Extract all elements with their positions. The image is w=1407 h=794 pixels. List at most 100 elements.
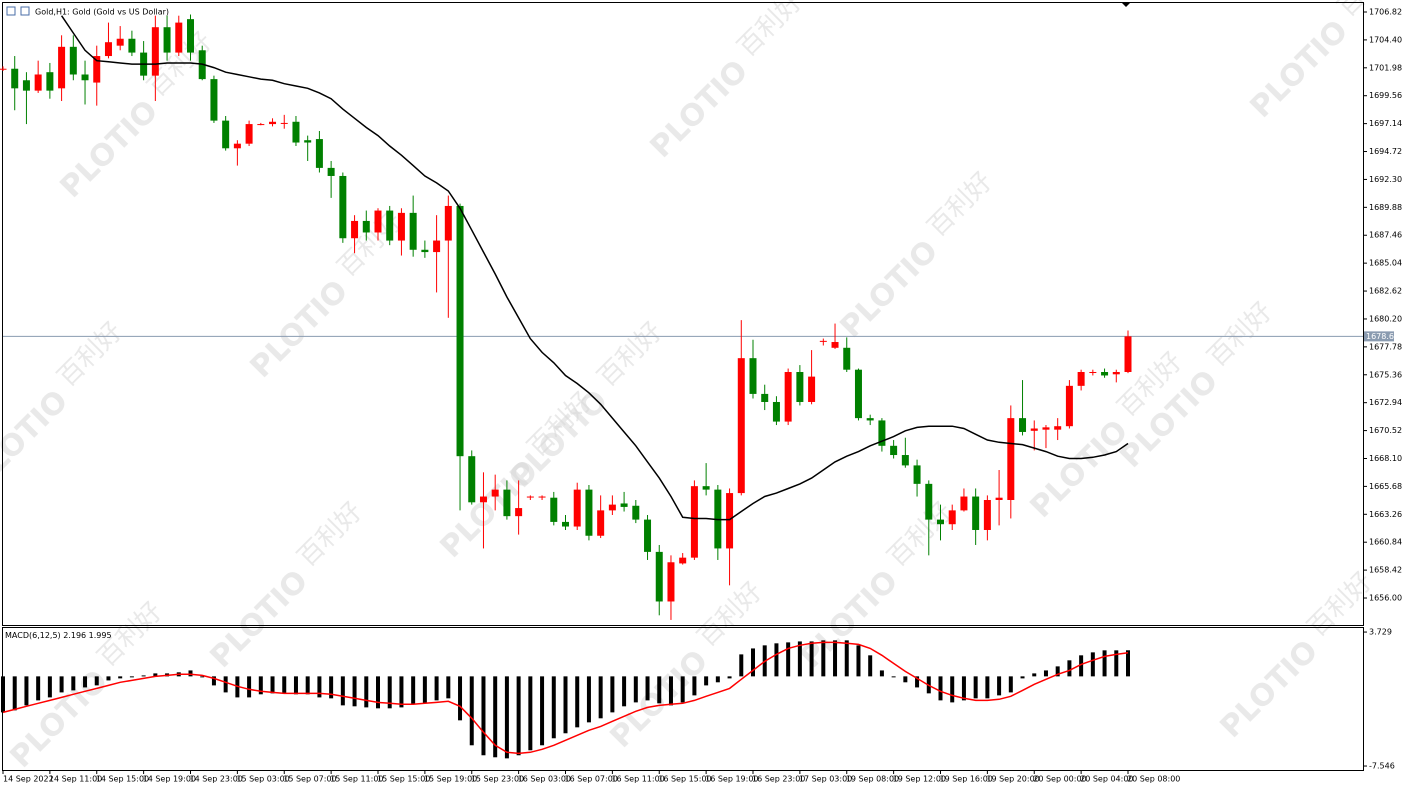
candle-body	[878, 420, 886, 446]
x-tick-label: 20 Sep 08:00	[1127, 775, 1180, 784]
histogram-bar	[715, 676, 720, 683]
candle-body	[538, 496, 546, 498]
candle-body	[421, 249, 429, 253]
histogram-bar	[94, 676, 99, 686]
histogram-bar	[985, 676, 990, 699]
histogram-bar	[1008, 676, 1013, 693]
candle-body	[819, 340, 827, 342]
candle-body	[726, 493, 734, 549]
candle-body	[116, 38, 124, 46]
histogram-bar	[1043, 670, 1048, 677]
histogram-bar	[129, 676, 134, 678]
y-tick-label: 1682.62	[1369, 287, 1402, 296]
histogram-bar	[352, 676, 357, 707]
y-tick-label: 1660.84	[1369, 538, 1402, 547]
x-tick-label: 20 Sep 00:00	[1033, 775, 1086, 784]
histogram-bar	[868, 655, 873, 677]
candle-body	[972, 496, 980, 530]
histogram-bar	[1102, 650, 1107, 677]
current-price-box	[1364, 331, 1394, 342]
candle-body	[351, 220, 359, 239]
histogram-bar	[446, 676, 451, 699]
candle-body	[374, 210, 382, 233]
candle-body	[1101, 372, 1109, 376]
histogram-bar	[364, 676, 369, 708]
candle-body	[667, 562, 675, 602]
y-tick-label: 1658.42	[1369, 566, 1402, 575]
current-price-label: 1678.69	[1366, 332, 1399, 341]
histogram-bar	[1, 676, 5, 713]
candle-body	[269, 121, 277, 125]
x-tick-label: 16 Sep 07:00	[565, 775, 618, 784]
histogram-bar	[247, 676, 252, 698]
y-tick-label: 1687.46	[1369, 231, 1402, 240]
histogram-bar	[575, 676, 580, 728]
histogram-bar	[1032, 673, 1037, 677]
candle-body	[702, 486, 710, 490]
moving-average	[60, 15, 1129, 521]
candle-body	[22, 80, 30, 91]
candle-body	[222, 120, 230, 149]
candle-body	[433, 240, 441, 253]
x-tick-label: 15 Sep 03:00	[236, 775, 289, 784]
candle-body	[1042, 427, 1050, 430]
histogram-bar	[774, 643, 779, 677]
histogram-bar	[59, 676, 64, 693]
histogram-bar	[879, 670, 884, 677]
histogram-bar	[1067, 660, 1072, 677]
histogram-bar	[950, 676, 955, 703]
histogram-bar	[376, 676, 380, 709]
candle-body	[409, 212, 417, 250]
histogram-bar	[645, 676, 650, 701]
candle-body	[175, 22, 183, 53]
candle-body	[315, 139, 323, 168]
candle-body	[644, 519, 652, 552]
x-tick-label: 19 Sep 20:00	[986, 775, 1039, 784]
x-tick-label: 15 Sep 15:00	[377, 775, 430, 784]
candle-body	[34, 74, 42, 91]
candle-body	[901, 455, 909, 466]
histogram-bar	[1126, 650, 1130, 677]
histogram-bar	[704, 676, 709, 686]
candle-body	[1124, 336, 1132, 373]
histogram-bar	[340, 676, 345, 706]
histogram-bar	[692, 676, 697, 696]
candle-body	[386, 210, 394, 241]
candle-body	[503, 489, 511, 517]
histogram-bar	[997, 676, 1002, 696]
candle-body	[737, 358, 745, 494]
candle-body	[444, 205, 452, 241]
candle-body	[562, 521, 569, 527]
candle-body	[339, 175, 347, 239]
x-tick-label: 14 Sep 19:00	[143, 775, 196, 784]
histogram-bar	[293, 676, 298, 695]
candle-body	[69, 46, 77, 75]
x-tick-label: 15 Sep 19:00	[424, 775, 477, 784]
candle-body	[0, 68, 7, 70]
y-tick-label: 1675.36	[1369, 370, 1402, 379]
histogram-bar	[258, 676, 263, 695]
histogram-bar	[751, 648, 755, 677]
histogram-bar	[223, 676, 228, 693]
candle-body	[925, 483, 933, 520]
x-tick-label: 16 Sep 11:00	[611, 775, 664, 784]
candle-body	[808, 376, 816, 402]
candle-body	[526, 496, 534, 498]
candle-body	[397, 212, 405, 241]
candle-body	[620, 503, 628, 507]
candle-body	[151, 27, 159, 76]
y-tick-label: 1665.68	[1369, 482, 1402, 491]
y-tick-label: 1689.88	[1369, 203, 1402, 212]
histogram-bar	[610, 676, 615, 713]
candle-body	[597, 510, 605, 536]
histogram-bar	[856, 645, 861, 677]
histogram-bar	[71, 676, 76, 691]
histogram-bar	[469, 676, 474, 746]
histogram-bar	[915, 676, 920, 688]
histogram-bar	[24, 676, 29, 706]
chart-title: Gold,H1: Gold (Gold vs US Dollar)	[35, 8, 169, 17]
y-tick-label: 1663.26	[1369, 510, 1402, 519]
histogram-bar	[422, 676, 427, 704]
candle-body	[1112, 372, 1120, 375]
x-tick-label: 19 Sep 08:00	[846, 775, 899, 784]
